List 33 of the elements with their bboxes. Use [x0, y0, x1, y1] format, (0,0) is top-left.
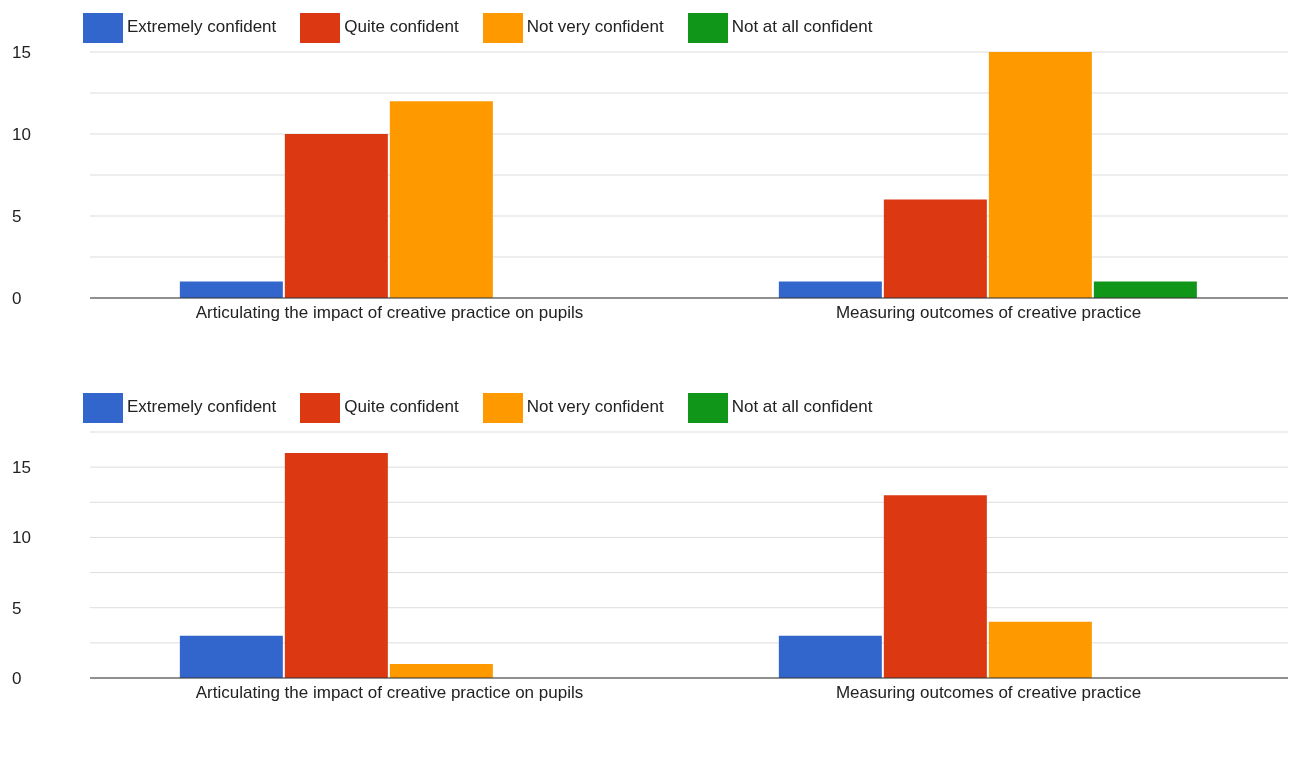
y-tick-label: 0	[12, 289, 22, 309]
y-tick-label: 0	[12, 669, 22, 689]
legend-label: Not at all confident	[731, 397, 873, 417]
bar	[284, 453, 388, 678]
bar	[179, 281, 283, 298]
bar	[389, 663, 493, 678]
x-tick-label: Articulating the impact of creative practice on pupils	[195, 303, 584, 323]
legend-label: Not at all confident	[731, 17, 873, 37]
bar	[988, 621, 1092, 678]
legend-label: Quite confident	[344, 17, 459, 37]
legend-label: Extremely confident	[127, 17, 277, 37]
bar	[389, 101, 493, 298]
bar	[883, 199, 987, 298]
bar	[284, 134, 388, 298]
x-tick-label: Measuring outcomes of creative practice	[835, 303, 1142, 323]
bar	[1093, 281, 1197, 298]
bar	[988, 52, 1092, 298]
y-tick-label: 5	[12, 207, 22, 227]
y-tick-label: 15	[12, 458, 31, 478]
bar	[883, 495, 987, 678]
bar	[778, 281, 882, 298]
bar	[778, 635, 882, 678]
bar	[179, 635, 283, 678]
x-tick-label: Measuring outcomes of creative practice	[835, 683, 1142, 703]
y-tick-label: 10	[12, 125, 31, 145]
y-tick-label: 5	[12, 598, 22, 618]
y-tick-label: 10	[12, 528, 31, 548]
legend-label: Not very confident	[526, 397, 664, 417]
legend-label: Not very confident	[526, 17, 664, 37]
legend-label: Extremely confident	[127, 397, 277, 417]
x-tick-label: Articulating the impact of creative practice on pupils	[195, 683, 584, 703]
y-tick-label: 15	[12, 43, 31, 63]
legend-label: Quite confident	[344, 397, 459, 417]
